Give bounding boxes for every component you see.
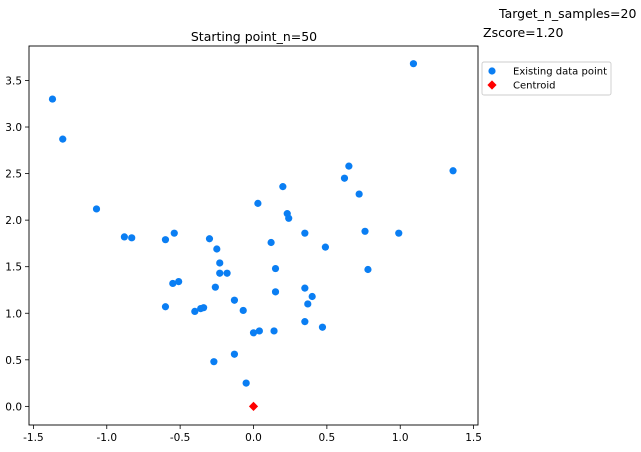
data-point [271, 288, 280, 296]
data-point [267, 238, 275, 247]
y-tick-label: 0.5 [5, 355, 22, 367]
y-tick-label: 1.0 [5, 308, 22, 320]
data-point [210, 358, 218, 366]
data-point [120, 233, 128, 241]
y-tick-label: 3.0 [5, 122, 22, 134]
data-point [59, 135, 67, 143]
data-point [191, 307, 199, 315]
data-point [161, 236, 170, 244]
zscore-annotation: Zscore=1.20 [483, 25, 564, 40]
legend-label: Existing data point [513, 67, 607, 78]
x-tick-label: 1.5 [465, 432, 482, 444]
data-point [197, 304, 205, 313]
axes-frame [28, 45, 479, 426]
centroid-point [248, 401, 259, 411]
legend-marker [487, 80, 497, 90]
series-existing-data-point [48, 60, 457, 387]
data-point [211, 283, 219, 291]
data-point [301, 229, 309, 237]
x-tick-label: 0.5 [319, 432, 336, 444]
data-point [308, 292, 316, 301]
data-point [254, 199, 262, 207]
data-point [364, 265, 372, 274]
y-tick-label: 2.5 [5, 169, 22, 181]
legend-marker [488, 67, 496, 75]
data-point [409, 60, 418, 68]
data-point [279, 183, 287, 191]
data-point [161, 303, 170, 311]
data-point [205, 235, 214, 243]
chart-title: Starting point_n=50 [191, 29, 317, 44]
data-point [92, 205, 101, 213]
data-point [318, 323, 327, 331]
data-point [213, 245, 221, 253]
series-centroid [248, 401, 259, 411]
x-tick-label: -0.5 [170, 432, 191, 444]
data-point [128, 234, 136, 242]
data-point [239, 306, 247, 315]
data-point [216, 269, 224, 277]
data-point [223, 269, 231, 277]
data-point [249, 329, 258, 337]
x-tick-label: 1.0 [392, 432, 409, 444]
x-tick-label: 0.0 [245, 432, 262, 444]
target-n-samples-annotation: Target_n_samples=20 [499, 6, 637, 21]
data-point [285, 214, 293, 222]
data-point [255, 327, 263, 335]
data-point [169, 279, 177, 288]
data-point [170, 229, 178, 237]
data-point [270, 327, 278, 335]
data-point [361, 227, 369, 235]
data-point [175, 277, 183, 286]
data-point [301, 318, 309, 326]
legend-box [481, 61, 612, 96]
data-point [340, 174, 349, 182]
data-point [242, 379, 250, 387]
data-point [321, 243, 329, 251]
y-tick-label: 2.0 [5, 215, 22, 227]
data-point [304, 300, 312, 308]
plot-area: -1.5 -1.0 -0.5 0.0 0.5 1.0 1.5 0.0 0.5 1.0 1.5 2.0 2… [5, 45, 482, 444]
data-point [449, 167, 457, 175]
data-point [230, 350, 239, 358]
data-point [355, 190, 363, 198]
y-tick-label: 1.5 [5, 262, 22, 274]
data-point [271, 264, 280, 273]
legend-label: Centroid [513, 81, 556, 92]
data-point [48, 95, 57, 103]
y-tick-label: 0.0 [5, 401, 22, 413]
x-tick-label: -1.0 [97, 432, 118, 444]
data-point [345, 162, 353, 170]
x-tick-label: -1.5 [23, 432, 44, 444]
legend: Existing data point Centroid [481, 61, 612, 96]
y-tick-label: 3.5 [5, 75, 22, 87]
data-point [301, 284, 309, 292]
data-point [216, 259, 224, 267]
data-point [230, 296, 239, 304]
data-point [395, 229, 403, 237]
